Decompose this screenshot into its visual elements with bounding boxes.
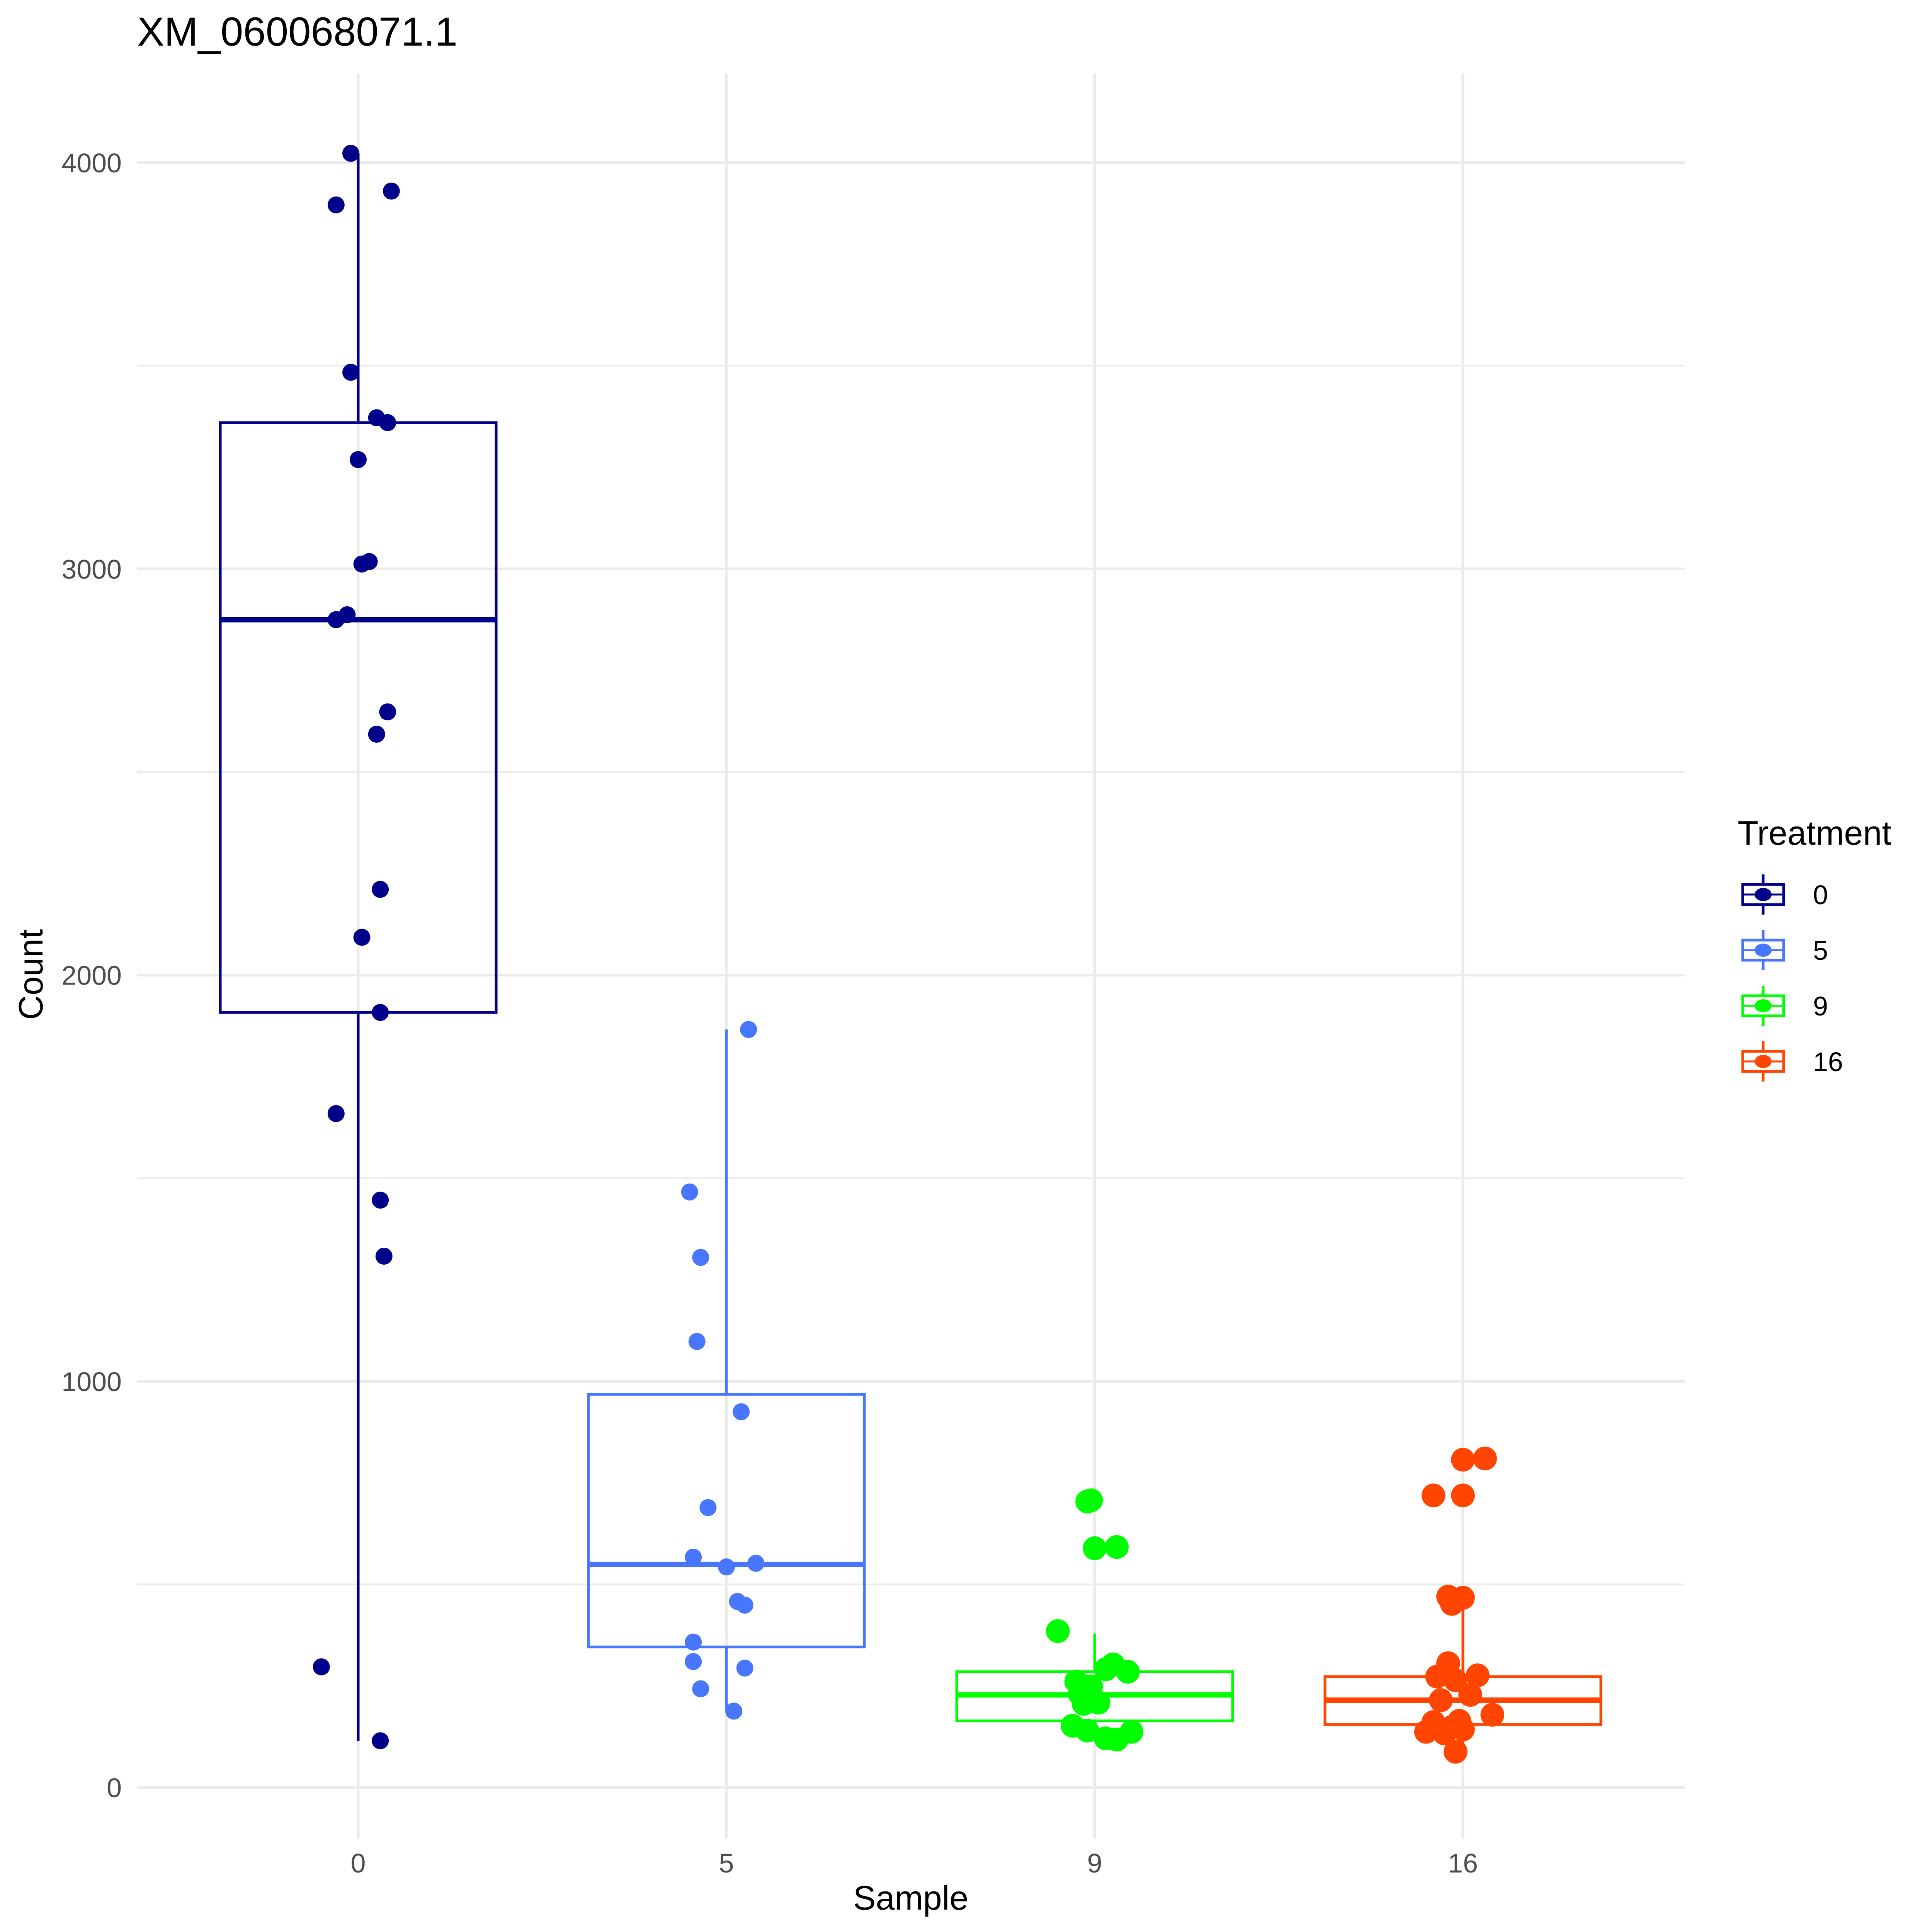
- data-point: [733, 1403, 750, 1420]
- data-point: [1105, 1728, 1129, 1752]
- data-point: [1071, 1692, 1096, 1716]
- x-tick-label: 0: [351, 1848, 366, 1878]
- data-point: [327, 611, 345, 628]
- data-point: [1414, 1720, 1438, 1744]
- x-axis-ticks: 0 5 9 16: [351, 1848, 1478, 1878]
- data-point: [342, 364, 359, 381]
- x-tick-label: 5: [719, 1848, 734, 1878]
- legend-label: 5: [1813, 935, 1828, 966]
- data-point: [692, 1680, 709, 1697]
- data-point: [685, 1633, 702, 1651]
- data-point: [736, 1596, 753, 1614]
- data-point: [736, 1659, 753, 1677]
- data-point: [1075, 1719, 1099, 1743]
- legend-key: [1741, 874, 1785, 915]
- y-tick-label: 3000: [61, 554, 122, 584]
- legend-key: [1741, 1041, 1785, 1082]
- legend-key: [1741, 986, 1785, 1026]
- data-point: [740, 1021, 757, 1038]
- data-point: [1429, 1688, 1453, 1712]
- data-point: [725, 1702, 743, 1720]
- data-point: [692, 1249, 709, 1266]
- x-tick-label: 16: [1448, 1848, 1478, 1878]
- data-point: [372, 1191, 389, 1209]
- data-point: [1105, 1535, 1129, 1559]
- data-point: [350, 451, 367, 468]
- data-point: [1444, 1740, 1468, 1764]
- chart-title: XM_060068071.1: [137, 9, 457, 54]
- data-point: [1046, 1619, 1070, 1643]
- data-point: [1075, 1490, 1099, 1514]
- data-point: [688, 1333, 706, 1350]
- y-tick-label: 2000: [61, 961, 122, 991]
- data-point: [681, 1183, 698, 1201]
- data-point: [1473, 1446, 1497, 1471]
- y-tick-label: 4000: [61, 148, 122, 178]
- data-point: [368, 726, 385, 743]
- data-point: [353, 555, 371, 573]
- legend-point: [1755, 999, 1772, 1012]
- data-point: [1451, 1447, 1475, 1472]
- data-point: [383, 182, 400, 200]
- data-point: [1451, 1717, 1475, 1742]
- data-point: [375, 1247, 393, 1265]
- data-points: [313, 145, 1505, 1764]
- x-tick-label: 9: [1087, 1848, 1102, 1878]
- data-point: [1116, 1660, 1140, 1684]
- legend-point: [1755, 944, 1772, 957]
- data-point: [699, 1499, 717, 1516]
- data-point: [327, 196, 345, 214]
- legend-key: [1741, 930, 1785, 970]
- y-axis-title: Count: [12, 929, 50, 1020]
- legend-label: 9: [1813, 991, 1828, 1021]
- boxes: [219, 153, 1602, 1752]
- x-axis-title: Sample: [853, 1879, 968, 1917]
- data-point: [1083, 1536, 1107, 1560]
- y-tick-label: 1000: [61, 1367, 122, 1397]
- data-point: [1458, 1683, 1482, 1707]
- legend-label: 0: [1813, 880, 1828, 910]
- y-axis-ticks: 0 1000 2000 3000 4000: [61, 148, 122, 1803]
- y-tick-label: 0: [107, 1773, 122, 1803]
- data-point: [1440, 1592, 1464, 1616]
- data-point: [327, 1105, 345, 1122]
- legend: 0 5 9 16: [1741, 874, 1843, 1082]
- data-point: [372, 1004, 389, 1021]
- box: [219, 421, 498, 1014]
- data-point: [313, 1658, 330, 1675]
- data-point: [1421, 1483, 1446, 1507]
- data-point: [1432, 1721, 1457, 1745]
- data-point: [353, 929, 371, 946]
- data-point: [372, 881, 389, 898]
- data-point: [379, 414, 396, 431]
- data-point: [685, 1653, 702, 1670]
- legend-label: 16: [1813, 1047, 1843, 1077]
- legend-title: Treatment: [1738, 814, 1891, 852]
- data-point: [372, 1732, 389, 1750]
- data-point: [747, 1554, 765, 1572]
- legend-point: [1755, 888, 1772, 901]
- data-point: [1425, 1665, 1449, 1689]
- grid-lines: [137, 73, 1685, 1839]
- data-point: [1094, 1657, 1118, 1681]
- data-point: [685, 1548, 702, 1566]
- data-point: [1466, 1663, 1490, 1687]
- data-point: [718, 1558, 735, 1576]
- box: [587, 1393, 866, 1648]
- data-point: [1444, 1668, 1468, 1692]
- data-point: [342, 145, 359, 162]
- data-point: [1451, 1483, 1475, 1507]
- data-point: [379, 703, 396, 721]
- data-point: [1480, 1703, 1505, 1727]
- legend-point: [1755, 1055, 1772, 1068]
